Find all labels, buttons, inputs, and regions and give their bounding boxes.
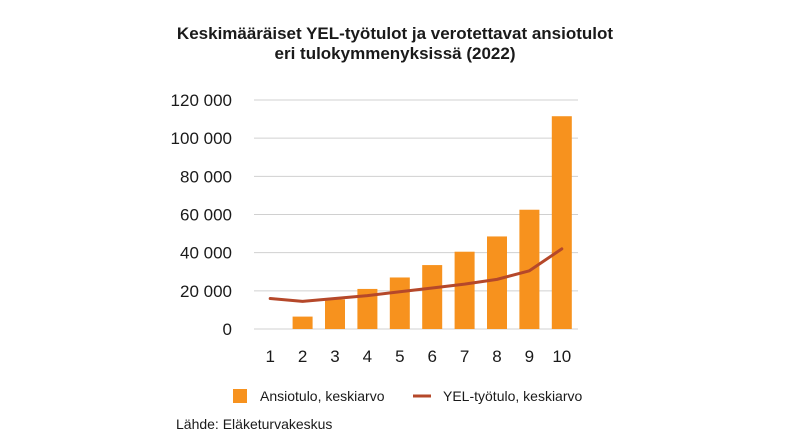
x-tick-label: 5 <box>395 347 404 366</box>
y-tick-label: 120 000 <box>171 91 232 110</box>
bar <box>357 288 378 329</box>
bar <box>292 316 313 329</box>
chart-title-line-1: Keskimääräiset YEL-työtulot ja verotetta… <box>176 24 614 43</box>
x-tick-label: 2 <box>298 347 307 366</box>
chart-title: Keskimääräiset YEL-työtulot ja verotetta… <box>0 24 790 64</box>
bar <box>487 236 507 329</box>
x-tick-label: 4 <box>363 347 372 366</box>
source-note: Lähde: Eläketurvakeskus <box>176 416 333 432</box>
x-tick-label: 9 <box>525 347 534 366</box>
y-tick-label: 80 000 <box>180 167 232 186</box>
bar <box>389 277 410 329</box>
x-tick-label: 8 <box>492 347 501 366</box>
x-tick-label: 7 <box>460 347 469 366</box>
bar <box>325 299 345 329</box>
legend-label-line: YEL-työtulo, keskiarvo <box>443 388 582 404</box>
legend-swatch-bar <box>233 389 247 403</box>
y-tick-label: 20 000 <box>180 282 232 301</box>
y-tick-label: 40 000 <box>180 244 232 263</box>
y-tick-label: 0 <box>223 320 232 339</box>
y-tick-label: 60 000 <box>180 206 232 225</box>
y-tick-label: 100 000 <box>171 129 232 148</box>
legend-label-bar: Ansiotulo, keskiarvo <box>260 388 385 404</box>
bar <box>422 265 443 329</box>
bar <box>551 116 572 330</box>
x-tick-label: 10 <box>552 347 571 366</box>
bar <box>454 251 475 329</box>
line-series <box>268 247 564 303</box>
x-tick-label: 3 <box>330 347 339 366</box>
x-tick-label: 6 <box>427 347 436 366</box>
x-tick-label: 1 <box>265 347 274 366</box>
chart-title-line-2: eri tulokymmenyksissä (2022) <box>274 44 516 63</box>
